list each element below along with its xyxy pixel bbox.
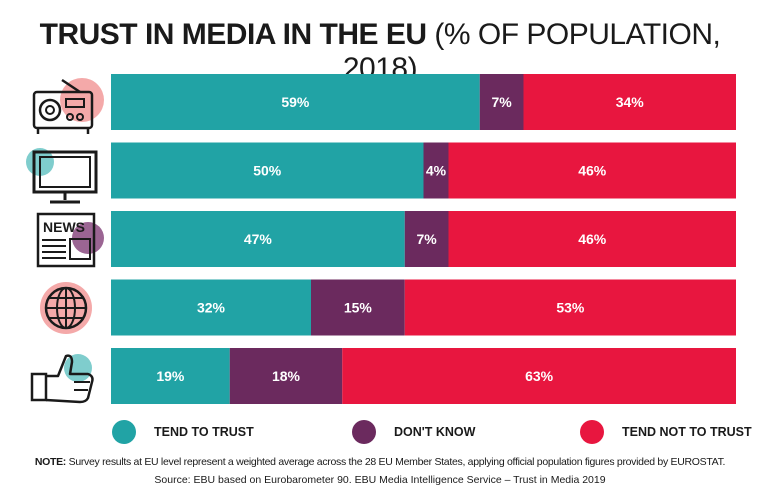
bar-label-not-trust-row-3: 46%	[578, 231, 607, 247]
title-sub: (% OF POPULATION, 2018)	[342, 18, 721, 85]
chart-title: TRUST IN MEDIA IN THE EU (% OF POPULATIO…	[0, 18, 760, 86]
bar-dont-know-row-4	[311, 279, 405, 336]
bar-dont-know-row-1	[479, 74, 524, 130]
note-text: Survey results at EU level represent a w…	[66, 456, 726, 468]
bar-not-trust-row-2	[448, 142, 736, 199]
bar-not-trust-row-1	[523, 74, 736, 130]
bar-dont-know-row-3	[404, 211, 449, 267]
source: Source: EBU based on Eurobarometer 90. E…	[154, 474, 606, 486]
radio-icon	[32, 78, 104, 134]
bar-label-trust-row-5: 19%	[156, 368, 185, 384]
bar-trust-row-2	[111, 142, 424, 199]
legend-dont-know: DON'T KNOW	[352, 420, 475, 444]
bar-not-trust-row-5	[342, 348, 736, 404]
newspaper-icon: NEWS	[36, 212, 104, 268]
bar-dont-know-row-5	[229, 348, 343, 404]
note: NOTE: Survey results at EU level represe…	[0, 456, 760, 468]
bar-label-dont-know-row-3: 7%	[417, 231, 438, 247]
bar-label-trust-row-2: 50%	[253, 163, 282, 179]
bar-label-dont-know-row-1: 7%	[492, 94, 513, 110]
bar-trust-row-3	[111, 211, 405, 267]
legend-trust: TEND TO TRUST	[112, 420, 254, 444]
title-main: TRUST IN MEDIA IN THE EU	[39, 18, 427, 51]
bar-label-trust-row-3: 47%	[244, 231, 273, 247]
bar-trust-row-4	[111, 279, 311, 336]
legend-dont-know-swatch	[352, 420, 376, 444]
bar-not-trust-row-4	[404, 279, 736, 336]
bar-label-not-trust-row-2: 46%	[578, 163, 607, 179]
tv-icon	[26, 148, 98, 204]
bar-trust-row-5	[111, 348, 230, 404]
legend-not-trust-label: TEND NOT TO TRUST	[622, 425, 752, 439]
legend-not-trust-swatch	[580, 420, 604, 444]
bar-dont-know-row-2	[423, 142, 449, 199]
note-label: NOTE:	[34, 456, 66, 468]
bar-label-trust-row-1: 59%	[281, 94, 310, 110]
bar-label-not-trust-row-5: 63%	[525, 368, 554, 384]
bar-trust-row-1	[111, 74, 480, 130]
bar-label-trust-row-4: 32%	[197, 300, 226, 316]
legend-trust-swatch	[112, 420, 136, 444]
globe-icon	[40, 282, 92, 334]
legend-dont-know-label: DON'T KNOW	[394, 425, 476, 439]
newspaper-text: NEWS	[43, 219, 85, 235]
bar-label-not-trust-row-1: 34%	[616, 94, 645, 110]
bar-not-trust-row-3	[448, 211, 736, 267]
bar-label-dont-know-row-2: 4%	[426, 163, 447, 179]
bar-label-dont-know-row-4: 15%	[344, 300, 373, 316]
legend-trust-label: TEND TO TRUST	[154, 425, 254, 439]
bar-label-not-trust-row-4: 53%	[556, 300, 585, 316]
thumbs-up-icon	[30, 354, 94, 404]
bar-label-dont-know-row-5: 18%	[272, 368, 301, 384]
legend-not-trust: TEND NOT TO TRUST	[580, 420, 752, 444]
